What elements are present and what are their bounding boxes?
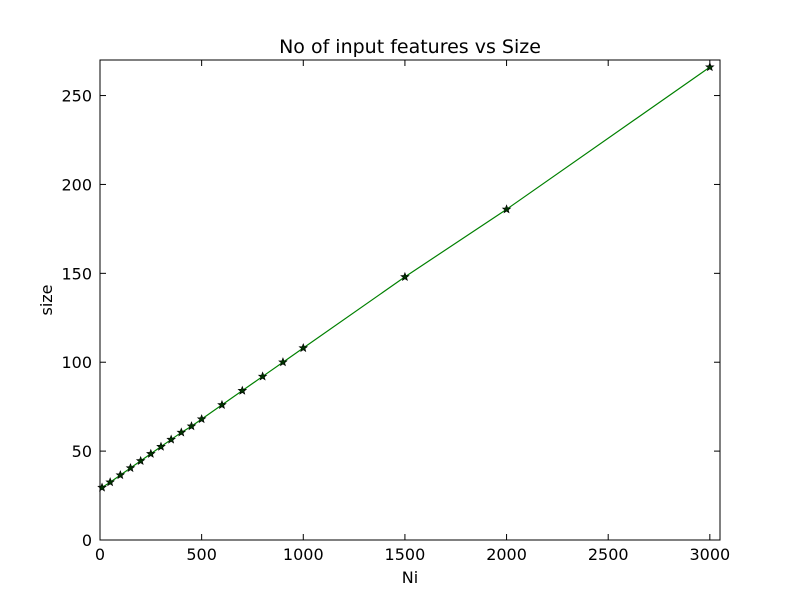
ticks-layer: 0 500 1000 1500 2000 2500 3000 0 50 100 150 200 250 xyxy=(61,60,730,564)
data-point xyxy=(501,204,512,214)
data-point xyxy=(237,385,248,395)
data-point xyxy=(115,470,126,480)
data-point xyxy=(196,414,207,424)
data-point xyxy=(298,342,309,353)
data-point xyxy=(186,421,197,431)
y-tick-label: 0 xyxy=(82,531,92,550)
data-point xyxy=(156,441,166,451)
series-layer xyxy=(97,62,715,492)
data-point xyxy=(125,462,136,473)
y-tick-label: 250 xyxy=(61,87,92,106)
x-tick-label: 2000 xyxy=(486,545,527,564)
plot-frame xyxy=(99,59,721,541)
data-point xyxy=(166,434,176,444)
x-tick-label: 500 xyxy=(186,545,217,564)
x-tick-label: 3000 xyxy=(689,545,730,564)
data-point xyxy=(176,427,187,437)
chart-title: No of input features vs Size xyxy=(279,36,541,58)
y-tick-label: 50 xyxy=(72,442,92,461)
y-tick-label: 200 xyxy=(61,175,92,194)
data-point xyxy=(135,455,146,465)
x-tick-label: 1000 xyxy=(283,545,324,564)
data-point xyxy=(146,448,156,458)
x-axis-label: Ni xyxy=(402,568,418,587)
x-tick-label: 1500 xyxy=(385,545,426,564)
data-point xyxy=(705,62,715,72)
y-axis-label: size xyxy=(37,284,56,315)
data-point xyxy=(278,357,288,367)
data-point xyxy=(400,271,410,281)
data-point xyxy=(105,477,115,487)
data-point xyxy=(257,371,268,381)
y-tick-label: 100 xyxy=(61,353,92,372)
data-point xyxy=(217,399,227,409)
x-tick-label: 2500 xyxy=(588,545,629,564)
data-point xyxy=(97,482,107,492)
x-tick-label: 0 xyxy=(95,545,105,564)
y-tick-label: 150 xyxy=(61,264,92,283)
